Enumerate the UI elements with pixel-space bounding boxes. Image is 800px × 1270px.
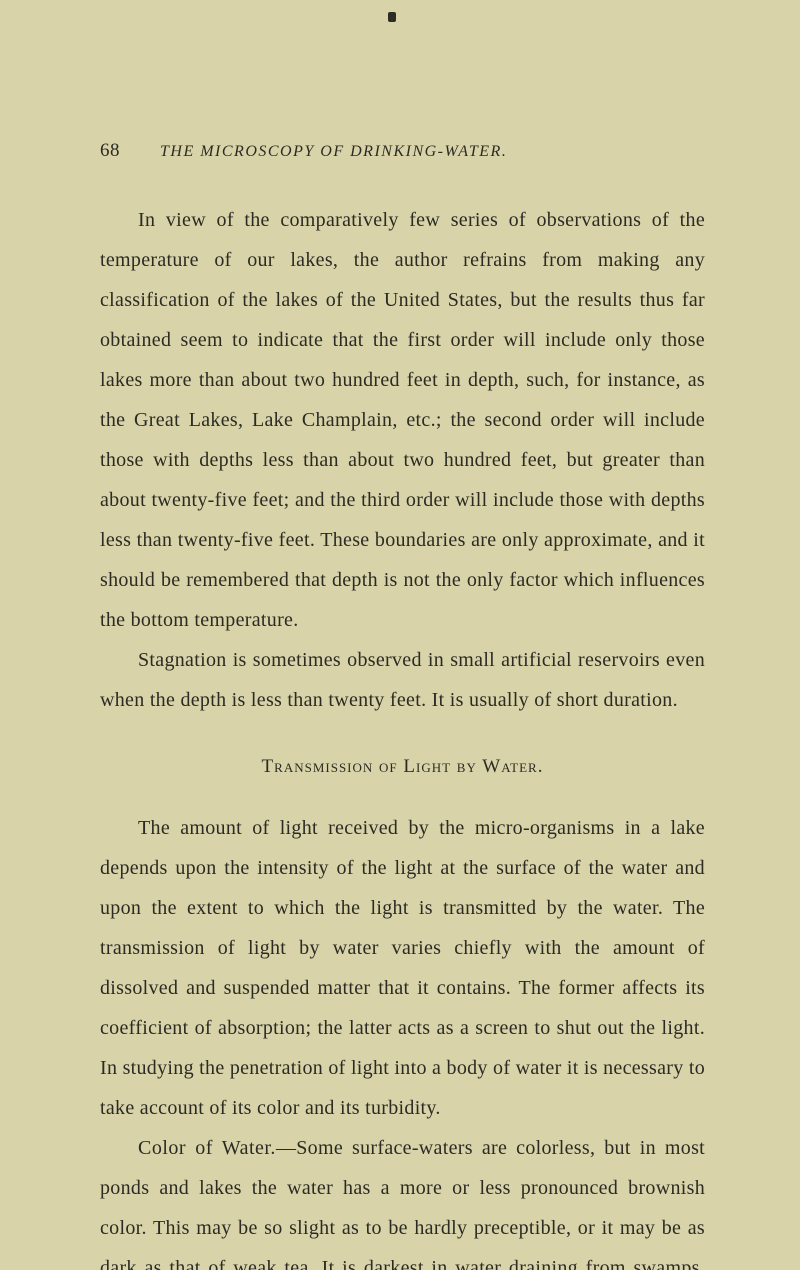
running-title: THE MICROSCOPY OF DRINKING-WATER. xyxy=(160,143,507,161)
section-heading-text: Transmission of Light by Water. xyxy=(262,756,544,777)
paragraph-3: The amount of light received by the micr… xyxy=(100,808,705,1128)
body-text: In view of the comparatively few series … xyxy=(100,200,705,1270)
paragraph-1: In view of the comparatively few series … xyxy=(100,200,705,640)
paragraph-4-lead: Color of Water. xyxy=(138,1137,276,1159)
page-header: 68 THE MICROSCOPY OF DRINKING-WATER. xyxy=(100,140,705,162)
paragraph-2: Stagnation is sometimes observed in smal… xyxy=(100,640,705,720)
section-heading: Transmission of Light by Water. xyxy=(100,748,705,786)
page-container: 68 THE MICROSCOPY OF DRINKING-WATER. In … xyxy=(0,0,800,1270)
paragraph-4: Color of Water.—Some surface-waters are … xyxy=(100,1128,705,1270)
page-number: 68 xyxy=(100,140,120,162)
